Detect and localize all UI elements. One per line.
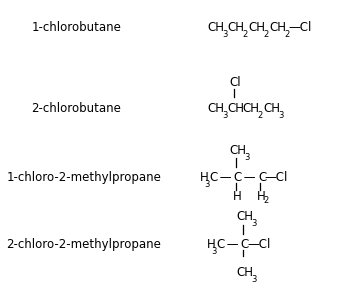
Text: CH: CH xyxy=(248,21,265,34)
Text: C: C xyxy=(258,171,266,185)
Text: H: H xyxy=(200,171,209,185)
Text: 2: 2 xyxy=(284,30,289,39)
Text: —: — xyxy=(223,238,242,251)
Text: CH: CH xyxy=(228,21,245,34)
Text: 2-chlorobutane: 2-chlorobutane xyxy=(31,102,121,115)
Text: CH: CH xyxy=(243,102,260,115)
Text: 2: 2 xyxy=(264,196,269,205)
Text: CH: CH xyxy=(207,102,224,115)
Text: 2: 2 xyxy=(263,30,269,39)
Text: —: — xyxy=(216,171,235,185)
Text: CH: CH xyxy=(269,21,286,34)
Text: 2: 2 xyxy=(258,111,263,120)
Text: —Cl: —Cl xyxy=(247,238,270,251)
Text: CH: CH xyxy=(263,102,280,115)
Text: —Cl: —Cl xyxy=(264,171,288,185)
Text: CH: CH xyxy=(236,210,253,223)
Text: 3: 3 xyxy=(251,219,257,228)
Text: C: C xyxy=(240,238,249,251)
Text: CH: CH xyxy=(228,102,245,115)
Text: 3: 3 xyxy=(251,275,257,284)
Text: 1-chloro-2-methylpropane: 1-chloro-2-methylpropane xyxy=(6,171,161,185)
Text: —: — xyxy=(240,171,260,185)
Text: 3: 3 xyxy=(222,111,227,120)
Text: CH: CH xyxy=(236,266,253,279)
Text: H: H xyxy=(207,238,216,251)
Text: H: H xyxy=(257,189,266,203)
Text: 1-chlorobutane: 1-chlorobutane xyxy=(31,21,121,34)
Text: 3: 3 xyxy=(278,111,284,120)
Text: 3: 3 xyxy=(212,247,217,256)
Text: CH: CH xyxy=(207,21,224,34)
Text: C: C xyxy=(209,171,218,185)
Text: H: H xyxy=(233,189,242,203)
Text: C: C xyxy=(216,238,225,251)
Text: C: C xyxy=(234,171,242,185)
Text: 2-chloro-2-methylpropane: 2-chloro-2-methylpropane xyxy=(6,238,161,251)
Text: —Cl: —Cl xyxy=(288,21,312,34)
Text: 3: 3 xyxy=(244,153,250,162)
Text: 2: 2 xyxy=(243,30,248,39)
Text: 3: 3 xyxy=(205,181,210,189)
Text: Cl: Cl xyxy=(230,75,241,88)
Text: 3: 3 xyxy=(222,30,227,39)
Text: CH: CH xyxy=(230,144,247,157)
